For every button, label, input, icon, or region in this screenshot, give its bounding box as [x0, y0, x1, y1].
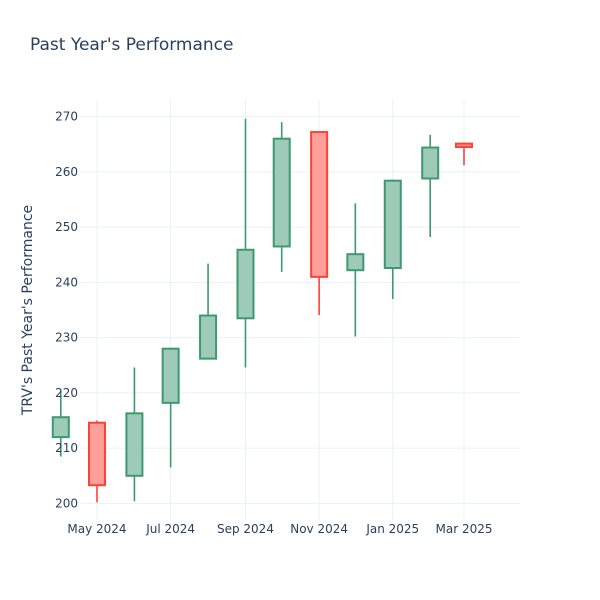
candles — [51, 118, 473, 503]
candle-body — [236, 248, 255, 320]
candle-up — [272, 122, 291, 272]
y-tick-label: 210 — [55, 441, 78, 455]
candle-body — [346, 253, 365, 272]
candle-body — [51, 416, 70, 439]
y-tick-label: 230 — [55, 331, 78, 345]
candle-body — [125, 412, 144, 477]
x-tick-label: May 2024 — [67, 522, 126, 536]
candle-up — [51, 390, 70, 457]
candle-body — [455, 142, 473, 148]
candle-body — [383, 179, 402, 269]
y-axis-ticks: 200 210 220 230 240 250 260 270 — [55, 110, 78, 511]
x-tick-label: Jan 2025 — [365, 522, 419, 536]
y-tick-label: 200 — [55, 496, 78, 510]
y-tick-label: 260 — [55, 165, 78, 179]
candle-body — [199, 314, 218, 360]
candle-up — [346, 203, 365, 337]
candle-down — [310, 131, 329, 315]
candle-body — [421, 146, 440, 180]
candle-up — [236, 118, 255, 368]
candle-body — [272, 137, 291, 248]
y-tick-label: 240 — [55, 275, 78, 289]
candle-up — [161, 347, 180, 468]
candle-up — [383, 179, 402, 299]
candle-body — [161, 347, 180, 404]
candle-up — [125, 367, 144, 502]
candle-body — [310, 131, 329, 278]
y-tick-label: 220 — [55, 386, 78, 400]
x-tick-label: Nov 2024 — [290, 522, 348, 536]
x-tick-label: Sep 2024 — [217, 522, 274, 536]
chart-title: Past Year's Performance — [30, 35, 234, 55]
x-axis-ticks: May 2024 Jul 2024 Sep 2024 Nov 2024 Jan 2025… — [67, 522, 492, 536]
y-tick-label: 270 — [55, 110, 78, 124]
y-tick-label: 250 — [55, 220, 78, 234]
candle-down — [455, 142, 473, 166]
candle-down — [88, 420, 106, 503]
x-tick-label: Jul 2024 — [145, 522, 195, 536]
candle-up — [199, 263, 218, 360]
candle-up — [421, 134, 440, 238]
candle-body — [88, 421, 106, 487]
y-axis-label: TRV's Past Year's Performance — [20, 205, 36, 416]
x-tick-label: Mar 2025 — [436, 522, 493, 536]
